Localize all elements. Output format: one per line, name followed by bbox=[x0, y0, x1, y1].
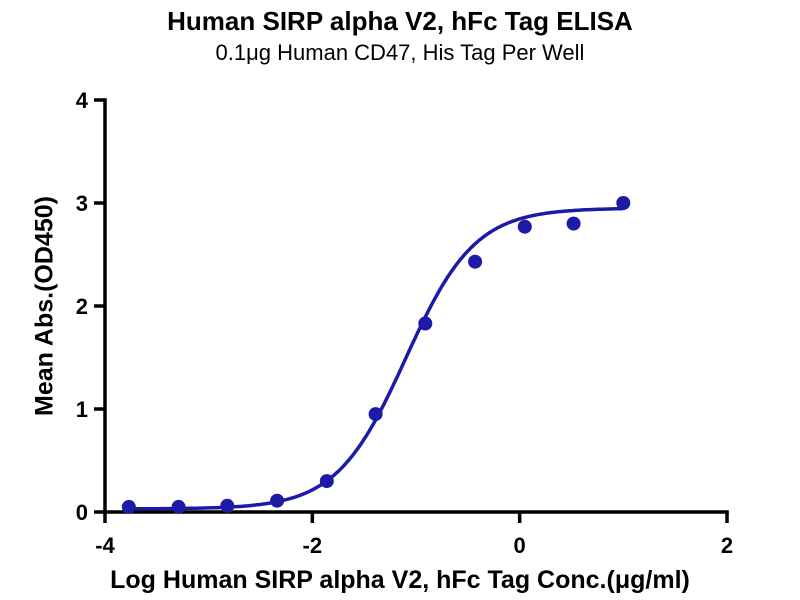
data-point bbox=[368, 407, 383, 422]
data-point bbox=[220, 498, 235, 513]
chart-subtitle: 0.1μg Human CD47, His Tag Per Well bbox=[215, 40, 585, 65]
y-tick-label: 0 bbox=[76, 500, 88, 525]
data-point bbox=[616, 196, 631, 210]
x-tick-label: -4 bbox=[95, 533, 115, 558]
chart-title: Human SIRP alpha V2, hFc Tag ELISA bbox=[167, 6, 633, 36]
data-point bbox=[270, 493, 285, 508]
x-tick-label: -2 bbox=[303, 533, 323, 558]
data-point bbox=[468, 254, 483, 269]
x-axis-label: Log Human SIRP alpha V2, hFc Tag Conc.(μ… bbox=[110, 566, 690, 594]
y-tick-label: 3 bbox=[76, 191, 88, 216]
y-tick-label: 1 bbox=[76, 397, 88, 422]
y-tick-label: 2 bbox=[76, 294, 88, 319]
data-point bbox=[319, 474, 334, 489]
data-point bbox=[171, 499, 186, 514]
y-tick-label: 4 bbox=[76, 88, 89, 113]
data-point bbox=[566, 216, 581, 231]
x-tick-label: 0 bbox=[514, 533, 526, 558]
x-tick-label: 2 bbox=[721, 533, 733, 558]
data-point bbox=[121, 499, 136, 514]
data-point bbox=[418, 316, 433, 331]
fit-curve bbox=[127, 206, 625, 511]
data-point bbox=[517, 219, 532, 234]
